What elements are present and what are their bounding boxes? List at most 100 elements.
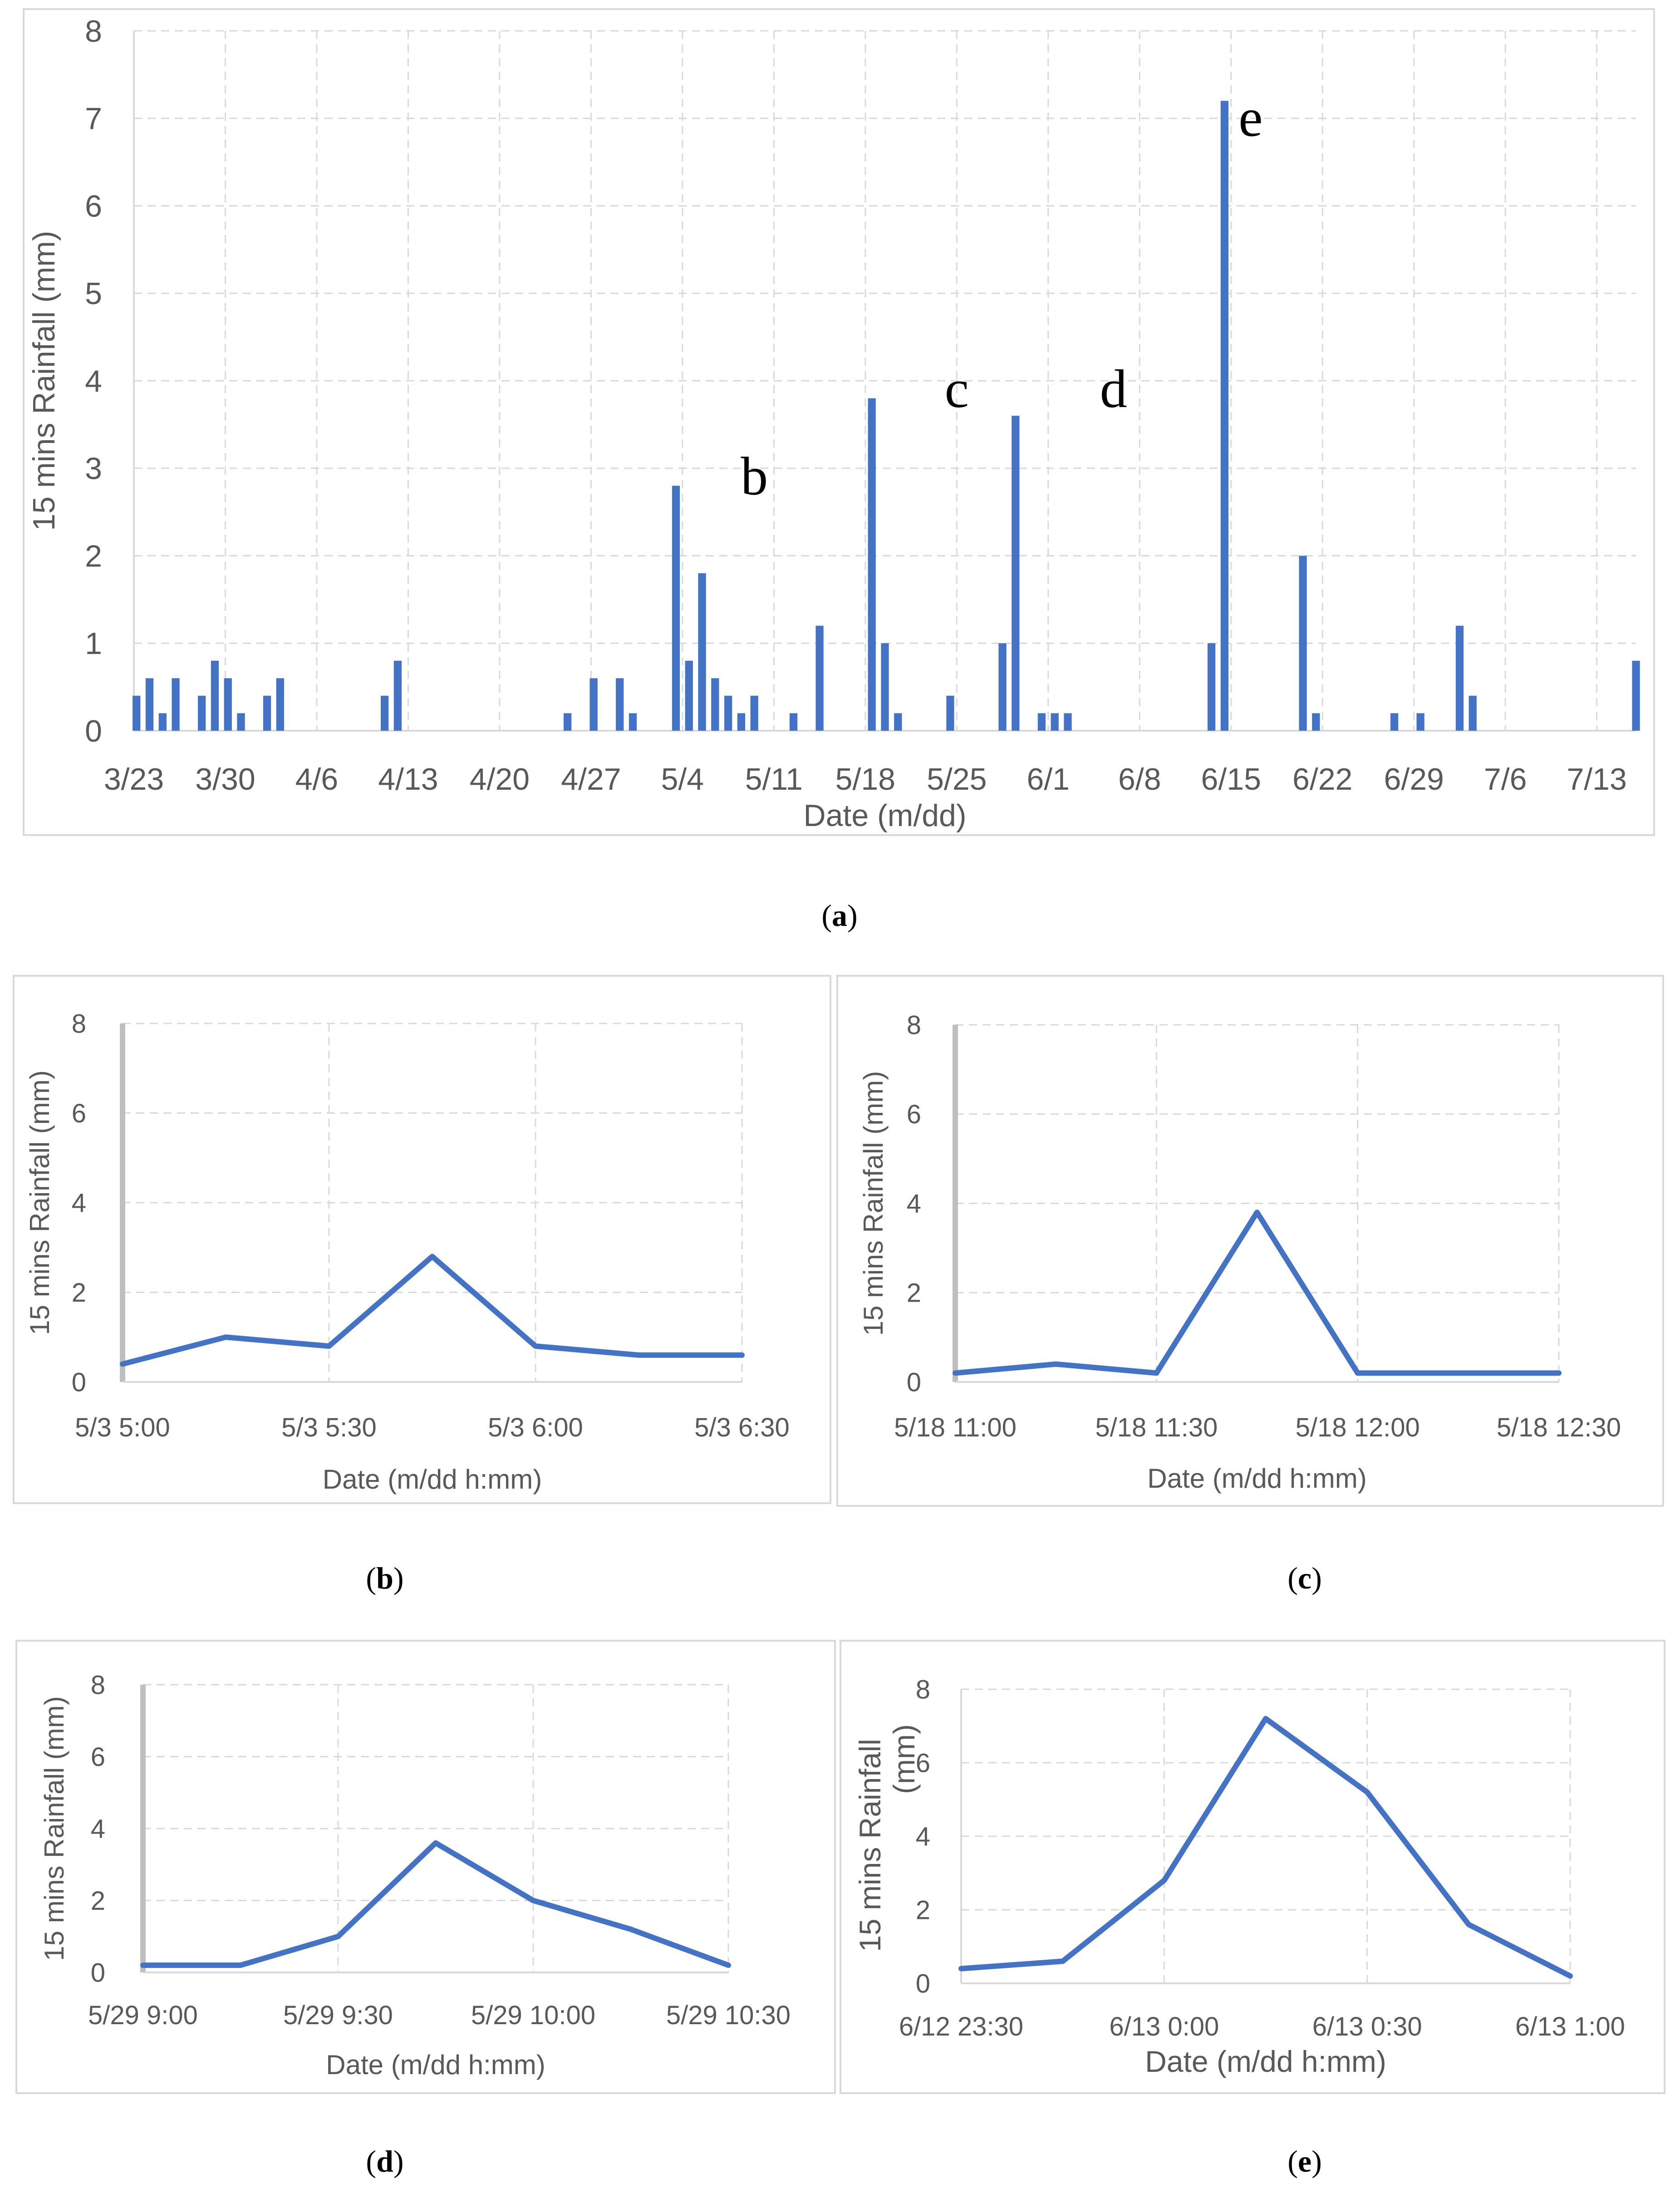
data-point: [1257, 1212, 1258, 1213]
bar: [393, 660, 402, 731]
bar: [237, 713, 245, 731]
data-point: [1265, 1718, 1266, 1719]
x-tick-label: 5/3 6:30: [694, 1413, 790, 1442]
x-tick-label: 5/18 12:00: [1296, 1413, 1420, 1442]
y-axis-title: 15 mins Rainfall (mm): [858, 1071, 889, 1336]
bar: [698, 573, 706, 731]
data-point: [961, 1968, 962, 1969]
data-point: [630, 1928, 631, 1930]
x-tick-label: 5/3 5:00: [75, 1413, 170, 1442]
bar: [145, 678, 154, 731]
x-tick-label: 5/29 10:30: [666, 2001, 791, 2030]
bar: [629, 713, 637, 731]
data-points: [122, 1256, 742, 1365]
panel-caption-a: (a): [821, 898, 857, 933]
x-tick-label: 4/27: [561, 762, 621, 797]
bar: [563, 713, 572, 731]
bar: [1390, 713, 1399, 731]
bar: [1312, 713, 1320, 731]
x-axis-title: Date (m/dd h:mm): [326, 2050, 545, 2080]
y-tick-label: 8: [72, 1009, 86, 1038]
bar: [263, 695, 271, 731]
bar: [1064, 713, 1072, 731]
bar: [672, 486, 680, 731]
panel-b: 0 2 4 6 8 5/3 5:00 5/3 5:30 5/3 6:00 5/3 6:30 Dat…: [13, 975, 831, 1504]
data-point: [435, 1842, 436, 1844]
bar: [616, 678, 624, 731]
data-point: [1156, 1372, 1157, 1374]
x-tick-label: 3/30: [195, 762, 255, 797]
y-axis-title: 15 mins Rainfall: [853, 1739, 887, 1952]
gridlines: [955, 1024, 1560, 1382]
caption-close-paren: ): [1312, 1561, 1322, 1595]
data-point: [338, 1936, 339, 1937]
y-tick-label: 2: [91, 1886, 105, 1916]
bar: [685, 660, 693, 731]
x-tick-label: 5/3 5:30: [281, 1413, 377, 1442]
bar: [881, 643, 889, 731]
panel-caption-c: (c): [1287, 1561, 1322, 1595]
panel-d: 0 2 4 6 8 5/29 9:00 5/29 9:30 5/29 10:00 5/29 10…: [15, 1640, 836, 2094]
x-tick-label: 6/15: [1201, 762, 1261, 797]
data-point: [535, 1346, 536, 1347]
x-tick-label: 7/6: [1484, 762, 1527, 797]
data-point: [1062, 1961, 1063, 1962]
x-axis-title: Date (m/dd h:mm): [1145, 2045, 1386, 2078]
x-tick-label: 4/6: [295, 762, 339, 797]
x-tick-label: 5/4: [661, 762, 704, 797]
bar: [724, 695, 732, 731]
panel-frame: [836, 975, 1664, 1507]
caption-close-paren: ): [847, 898, 858, 933]
bar: [589, 678, 598, 731]
x-tick-label: 3/23: [104, 762, 164, 797]
caption-open-paren: (: [366, 1561, 376, 1595]
x-tick-label: 6/22: [1292, 762, 1352, 797]
bar: [224, 678, 232, 731]
y-tick-label: 0: [907, 1367, 921, 1397]
data-point: [142, 1965, 143, 1966]
x-tick-label: 5/29 9:00: [88, 2001, 198, 2030]
y-tick-label: 1: [85, 626, 102, 661]
x-tick-label: 6/13 0:30: [1312, 2012, 1422, 2041]
panel-caption-b: (b): [366, 1561, 403, 1595]
y-tick-label: 2: [907, 1278, 921, 1308]
x-tick-label: 6/8: [1118, 762, 1161, 797]
panel-caption-e: (e): [1287, 2144, 1322, 2178]
y-tick-label: 6: [72, 1099, 86, 1128]
y-tick-label: 0: [916, 1969, 930, 1998]
x-tick-label: 5/18 11:00: [894, 1413, 1017, 1442]
bar: [998, 643, 1007, 731]
y-tick-label: 2: [72, 1278, 86, 1308]
gridlines: [961, 1688, 1571, 1983]
bar: [158, 713, 167, 731]
annotation-label: e: [1238, 87, 1262, 148]
caption-open-paren: (: [1287, 1561, 1298, 1595]
y-tick-label: 4: [72, 1188, 86, 1218]
x-tick-label: 5/29 10:00: [471, 2001, 595, 2030]
caption-close-paren: ): [1312, 2144, 1322, 2178]
bar: [1012, 416, 1020, 731]
bar: [1416, 713, 1425, 731]
data-points: [961, 1718, 1571, 1977]
data-point: [1357, 1372, 1358, 1374]
caption-open-paren: (: [1287, 2144, 1298, 2178]
bar: [1469, 695, 1477, 731]
y-tick-label: 6: [916, 1748, 930, 1778]
panel-frame: [23, 8, 1655, 836]
caption-letter: c: [1298, 1561, 1312, 1595]
caption-letter: b: [376, 1561, 393, 1595]
y-axis-title: 15 mins Rainfall (mm): [27, 231, 61, 531]
data-points: [955, 1212, 1559, 1374]
y-tick-label: 8: [91, 1670, 105, 1700]
bar: [198, 695, 206, 731]
y-tick-label: 0: [85, 714, 102, 748]
y-tick-label: 2: [85, 539, 102, 573]
annotation-label: c: [945, 359, 969, 419]
x-tick-label: 5/18 12:30: [1497, 1413, 1621, 1442]
bar: [1037, 713, 1046, 731]
x-tick-label: 5/18 11:30: [1095, 1413, 1218, 1442]
gridlines: [123, 1023, 743, 1382]
data-point: [1458, 1372, 1459, 1374]
bar: [737, 713, 746, 731]
